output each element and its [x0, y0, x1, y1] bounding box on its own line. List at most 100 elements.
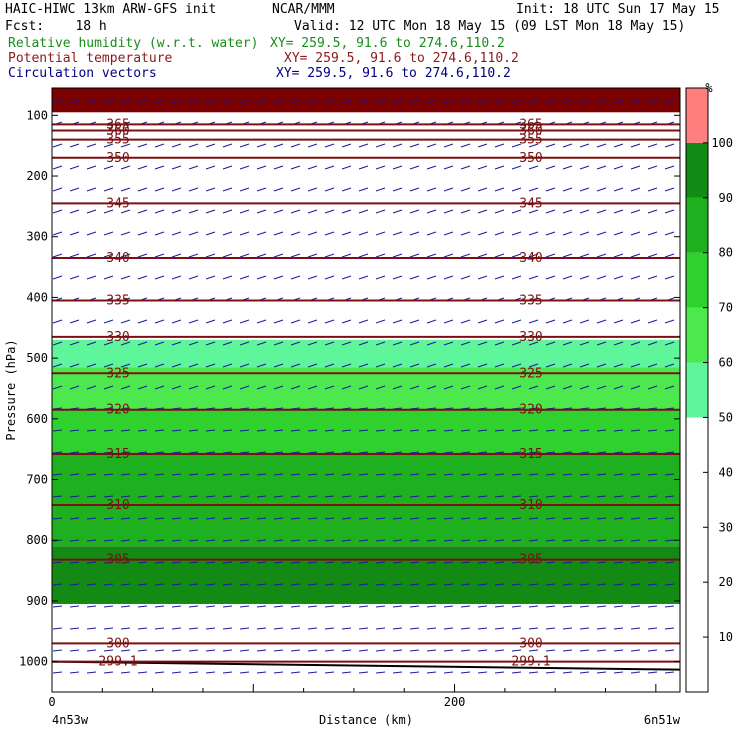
vector-201 — [324, 209, 335, 214]
colorbar-level-4 — [686, 142, 708, 198]
vector-724 — [409, 517, 420, 520]
vector-810 — [613, 561, 624, 564]
vector-949 — [460, 649, 471, 652]
vector-12 — [256, 99, 267, 104]
vector-912 — [460, 627, 471, 630]
vector-819 — [137, 583, 148, 586]
vector-698 — [596, 495, 607, 498]
vector-191 — [154, 209, 165, 214]
vector-960 — [647, 649, 658, 652]
vector-492 — [239, 385, 250, 390]
vector-313 — [341, 275, 352, 280]
vector-375 — [137, 319, 148, 324]
vector-975 — [273, 671, 284, 674]
vector-690 — [460, 495, 471, 498]
vector-759 — [375, 539, 386, 542]
vector-726 — [443, 517, 454, 520]
vector-440 — [613, 341, 624, 346]
vector-610 — [358, 451, 369, 454]
vector-384 — [290, 319, 301, 324]
vector-598 — [154, 451, 165, 454]
vector-407 — [52, 341, 63, 346]
vector-87 — [273, 143, 284, 148]
vector-689 — [443, 495, 454, 498]
vector-106 — [596, 143, 607, 148]
vector-124 — [273, 165, 284, 170]
vector-469 — [477, 363, 488, 368]
distance-axis: 0 200 — [48, 684, 657, 709]
vector-658 — [545, 473, 556, 476]
vector-958 — [613, 649, 624, 652]
vector-626 — [630, 451, 641, 454]
vector-442 — [647, 341, 658, 346]
vector-705 — [86, 517, 97, 520]
vector-760 — [392, 539, 403, 542]
vector-410 — [103, 341, 114, 346]
vector-230 — [188, 231, 199, 236]
vector-606 — [290, 451, 301, 454]
vector-678 — [256, 495, 267, 498]
vector-283 — [460, 253, 471, 258]
vector-702 — [664, 495, 675, 498]
vector-930 — [137, 649, 148, 652]
vector-468 — [460, 363, 471, 368]
vector-141 — [562, 165, 573, 170]
vector-745 — [137, 539, 148, 542]
vector-193 — [188, 209, 199, 214]
vector-118 — [171, 165, 182, 170]
vector-639 — [222, 473, 233, 476]
vector-715 — [256, 517, 267, 520]
x-endpoint-right: 6n51w — [644, 713, 681, 727]
vector-460 — [324, 363, 335, 368]
vector-627 — [647, 451, 658, 454]
vector-203 — [358, 209, 369, 214]
vector-188 — [103, 209, 114, 214]
vector-984 — [426, 671, 437, 674]
vector-408 — [69, 341, 80, 346]
vector-793 — [324, 561, 335, 564]
vector-212 — [511, 209, 522, 214]
vector-973 — [239, 671, 250, 674]
isoline-label-left-335: 335 — [106, 293, 129, 308]
vector-236 — [290, 231, 301, 236]
vector-888 — [52, 627, 63, 630]
isoline-label-right-300: 300 — [519, 636, 542, 651]
vector-818 — [120, 583, 131, 586]
vector-187 — [86, 209, 97, 214]
vector-662 — [613, 473, 624, 476]
vector-555 — [52, 429, 63, 432]
vector-565 — [222, 429, 233, 432]
isoline-label-right-350: 350 — [519, 151, 542, 166]
vector-13 — [273, 99, 284, 104]
vector-982 — [392, 671, 403, 674]
vector-122 — [239, 165, 250, 170]
vector-963 — [69, 671, 80, 674]
colorbar-level-1 — [686, 307, 708, 363]
vector-515 — [630, 385, 641, 390]
vector-948 — [443, 649, 454, 652]
vector-77 — [103, 143, 114, 148]
vector-928 — [103, 649, 114, 652]
vector-392 — [426, 319, 437, 324]
vector-74 — [52, 143, 63, 148]
vector-713 — [222, 517, 233, 520]
vector-664 — [647, 473, 658, 476]
vector-411 — [120, 341, 131, 346]
vector-295 — [664, 253, 675, 258]
vector-703 — [52, 517, 63, 520]
y-tick-label-500: 500 — [26, 351, 48, 365]
vector-994 — [596, 671, 607, 674]
vector-413 — [154, 341, 165, 346]
isoline-label-left-350: 350 — [106, 151, 129, 166]
vector-242 — [392, 231, 403, 236]
field-xy-rh: XY= 259.5, 91.6 to 274.6,110.2 — [270, 36, 505, 51]
vector-474 — [562, 363, 573, 368]
vector-735 — [596, 517, 607, 520]
vector-605 — [273, 451, 284, 454]
vector-916 — [528, 627, 539, 630]
vector-274 — [307, 253, 318, 258]
vector-154 — [154, 187, 165, 192]
vector-238 — [324, 231, 335, 236]
vector-114 — [103, 165, 114, 170]
vector-270 — [239, 253, 250, 258]
